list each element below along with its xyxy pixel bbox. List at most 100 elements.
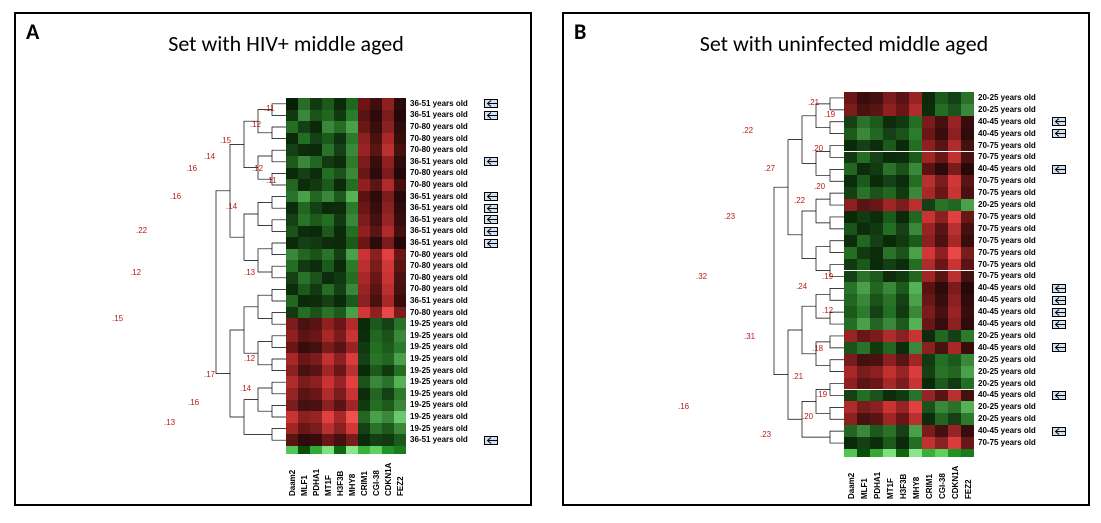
heatmap-cell	[922, 116, 935, 128]
heatmap-cell	[948, 271, 961, 283]
heatmap-cell	[370, 353, 382, 365]
heatmap-cell	[896, 390, 909, 402]
gene-class-cell	[334, 446, 346, 454]
heatmap-cell	[298, 168, 310, 180]
heatmap-cell	[935, 378, 948, 390]
row-label: 40-45 years old	[978, 307, 1036, 316]
heatmap-cell	[370, 121, 382, 133]
heatmap-cell	[935, 211, 948, 223]
heatmap-cell	[358, 133, 370, 145]
heatmap-cell	[382, 202, 394, 214]
heatmap-cell	[382, 110, 394, 122]
row-label: 70-80 years old	[410, 250, 468, 259]
heatmap-cell	[322, 226, 334, 238]
heatmap-cell	[346, 191, 358, 203]
heatmap-cell	[909, 366, 922, 378]
heatmap-cell	[948, 342, 961, 354]
heatmap-cell	[896, 401, 909, 413]
heatmap-a: 36-51 years old36-51 years old70-80 year…	[16, 14, 534, 508]
heatmap-cell	[334, 249, 346, 261]
heatmap-cell	[382, 156, 394, 168]
heatmap-cell	[310, 400, 322, 412]
heatmap-cell	[310, 168, 322, 180]
row-label: 40-45 years old	[978, 129, 1036, 138]
heatmap-cell	[870, 223, 883, 235]
heatmap-cell	[870, 187, 883, 199]
heatmap-cell	[322, 179, 334, 191]
heatmap-cell	[322, 411, 334, 423]
heatmap-cell	[909, 318, 922, 330]
heatmap-cell	[922, 378, 935, 390]
heatmap-cell	[961, 163, 974, 175]
heatmap-cell	[286, 434, 298, 446]
heatmap-cell	[334, 98, 346, 110]
dendro-distance: .27	[764, 164, 775, 173]
heatmap-cell	[909, 116, 922, 128]
gene-class-cell	[322, 446, 334, 454]
heatmap-cell	[394, 260, 406, 272]
heatmap-cell	[948, 116, 961, 128]
heatmap-cell	[346, 376, 358, 388]
heatmap-cell	[870, 104, 883, 116]
heatmap-cell	[394, 295, 406, 307]
heatmap-cell	[334, 237, 346, 249]
heatmap-cell	[298, 202, 310, 214]
heatmap-cell	[394, 365, 406, 377]
heatmap-cell	[857, 282, 870, 294]
arrow-icon	[1052, 284, 1066, 293]
heatmap-cell	[870, 259, 883, 271]
dendro-distance: .19	[824, 110, 835, 119]
heatmap-cell	[935, 330, 948, 342]
heatmap-cell	[922, 259, 935, 271]
dendro-distance: .14	[226, 202, 237, 211]
gene-label: H3F3B	[899, 474, 908, 499]
heatmap-cell	[310, 156, 322, 168]
arrow-icon	[484, 111, 498, 120]
heatmap-cell	[358, 434, 370, 446]
arrow-icon	[1052, 165, 1066, 174]
heatmap-cell	[844, 163, 857, 175]
heatmap-cell	[883, 294, 896, 306]
heatmap-cell	[935, 187, 948, 199]
heatmap-cell	[322, 330, 334, 342]
heatmap-cell	[334, 110, 346, 122]
heatmap-cell	[298, 434, 310, 446]
heatmap-cell	[935, 235, 948, 247]
row-label: 20-25 years old	[978, 402, 1036, 411]
row-label: 70-80 years old	[410, 168, 468, 177]
dendro-distance: .23	[724, 212, 735, 221]
heatmap-cell	[844, 366, 857, 378]
heatmap-cell	[346, 110, 358, 122]
row-label: 70-80 years old	[410, 261, 468, 270]
heatmap-cell	[935, 199, 948, 211]
gene-class-cell	[370, 446, 382, 454]
heatmap-cell	[334, 388, 346, 400]
heatmap-cell	[358, 179, 370, 191]
heatmap-cell	[358, 249, 370, 261]
heatmap-cell	[870, 92, 883, 104]
heatmap-cell	[298, 353, 310, 365]
heatmap-cell	[358, 110, 370, 122]
heatmap-cell	[286, 260, 298, 272]
heatmap-cell	[286, 330, 298, 342]
heatmap-cell	[961, 437, 974, 449]
gene-class-cell	[896, 449, 909, 457]
heatmap-cell	[298, 156, 310, 168]
heatmap-cell	[909, 330, 922, 342]
heatmap-cell	[358, 168, 370, 180]
heatmap-cell	[358, 214, 370, 226]
heatmap-cell	[370, 307, 382, 319]
heatmap-cell	[870, 199, 883, 211]
heatmap-cell	[948, 259, 961, 271]
heatmap-cell	[883, 259, 896, 271]
heatmap-cell	[935, 259, 948, 271]
heatmap-cell	[844, 294, 857, 306]
heatmap-cell	[857, 211, 870, 223]
heatmap-cell	[346, 295, 358, 307]
heatmap-cell	[857, 140, 870, 152]
heatmap-cell	[948, 294, 961, 306]
heatmap-cell	[961, 247, 974, 259]
heatmap-cell	[883, 199, 896, 211]
gene-label: MT1F	[886, 478, 895, 499]
heatmap-cell	[298, 98, 310, 110]
